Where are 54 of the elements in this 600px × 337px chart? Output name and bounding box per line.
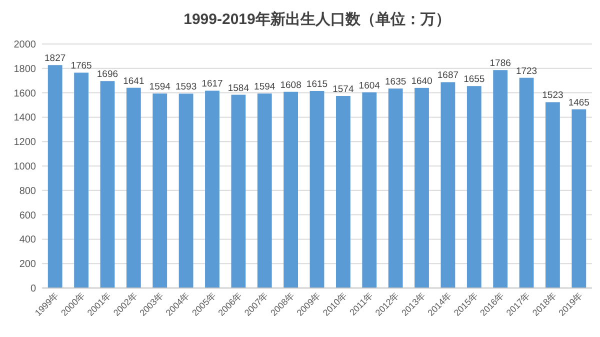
bar [336,96,350,288]
y-tick-label: 0 [30,284,36,294]
data-label: 1640 [411,76,432,87]
data-label: 1635 [385,76,406,88]
data-label: 1641 [123,76,144,87]
data-label: 1615 [306,78,328,90]
bar [519,78,534,288]
bar [388,88,403,288]
data-label: 1523 [542,90,564,102]
data-label: 1617 [202,78,223,90]
data-label: 1584 [228,82,249,94]
data-label: 1594 [149,82,170,93]
bar [546,102,560,288]
bar [100,81,115,288]
data-label: 1574 [332,84,354,95]
data-label: 1765 [70,60,92,72]
data-label: 1594 [254,82,276,93]
bar [178,94,194,288]
y-tick-label: 1800 [14,64,36,75]
bar [572,109,586,288]
y-tick-label: 1400 [14,112,36,124]
bar [414,88,429,288]
bar [493,70,508,288]
bar [126,88,141,288]
data-label: 1786 [490,58,511,70]
data-label: 1827 [44,53,66,64]
data-label: 1465 [568,97,590,108]
bar [205,90,220,288]
data-label: 1687 [437,70,459,82]
bar [231,94,246,288]
y-tick-label: 2000 [14,40,36,50]
bar [466,86,482,288]
y-tick-label: 1600 [14,88,36,100]
y-tick-label: 400 [19,234,36,246]
data-label: 1723 [516,66,538,77]
bar [310,90,324,288]
chart-title: 1999-2019年新出生人口数（单位：万） [184,10,450,28]
data-label: 1608 [280,80,302,91]
bar [257,94,272,288]
bar [74,72,88,288]
bar [152,94,168,288]
y-tick-label: 1200 [14,137,36,148]
data-label: 1593 [175,82,197,93]
bar [362,92,377,288]
bar [48,65,62,288]
bar [440,82,456,288]
y-tick-label: 600 [19,210,36,222]
data-label: 1655 [464,74,485,86]
data-label: 1696 [96,69,118,80]
y-tick-label: 1000 [14,162,36,172]
data-label: 1604 [358,80,380,92]
y-tick-label: 200 [19,259,36,270]
bar [284,92,298,288]
y-tick-label: 800 [19,186,36,197]
